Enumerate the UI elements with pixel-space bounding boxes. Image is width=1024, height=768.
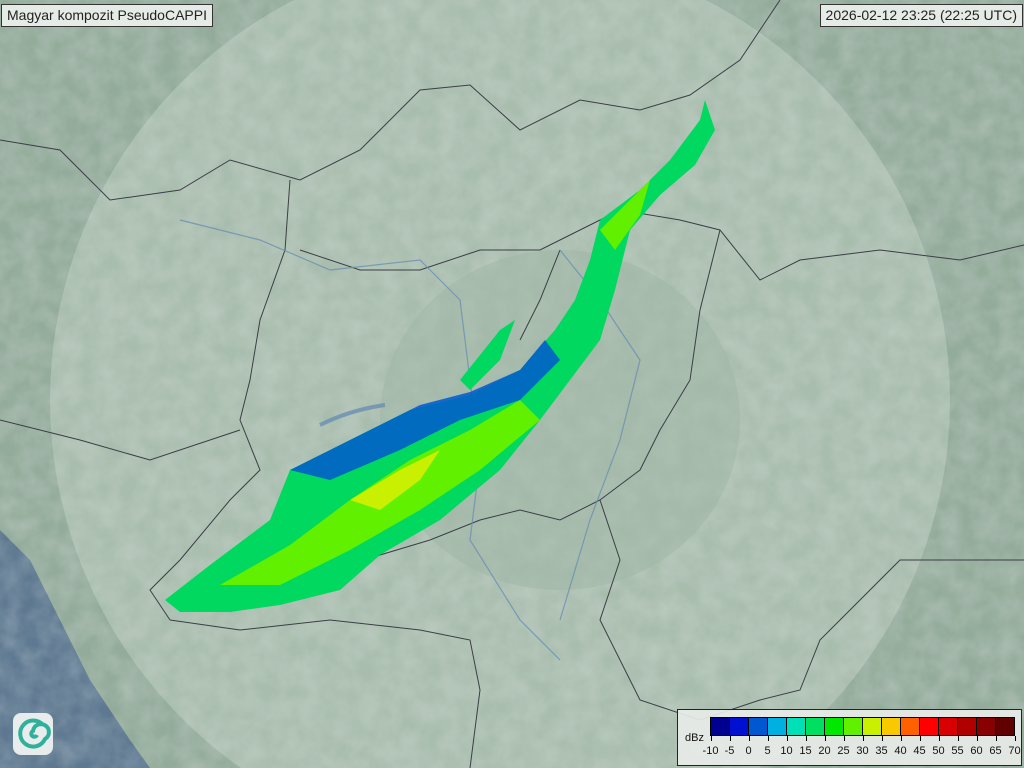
legend-tick-mark	[748, 736, 750, 741]
legend-swatch	[882, 718, 901, 735]
legend-swatch	[806, 718, 825, 735]
legend-tick-label: 25	[837, 745, 850, 757]
legend-tick-label: 65	[989, 745, 1002, 757]
legend-tick-mark	[805, 736, 807, 741]
precipitation-band	[165, 100, 715, 612]
legend-tick-mark	[710, 736, 712, 741]
legend-tick-mark	[824, 736, 826, 741]
legend-tick-label: 20	[818, 745, 831, 757]
legend-tick-label: 15	[799, 745, 812, 757]
legend-tick-mark	[729, 736, 731, 741]
swirl-logo-icon	[13, 713, 53, 755]
legend-swatch	[958, 718, 977, 735]
legend-tick-label: 45	[913, 745, 926, 757]
plain	[380, 250, 740, 590]
legend-tick-label: 60	[970, 745, 983, 757]
precip-heavy	[350, 450, 440, 510]
legend-tick-mark	[957, 736, 959, 741]
legend-unit: dBz	[685, 732, 704, 744]
legend-tick-label: -5	[724, 745, 735, 757]
legend-swatch	[711, 718, 730, 735]
dbz-legend: dBz -10 -5 0 5 10 15 20 25 30 35 40 45 50 55 60 65 70	[677, 709, 1022, 766]
legend-tick-mark	[843, 736, 845, 741]
legend-swatch	[730, 718, 749, 735]
legend-swatch	[844, 718, 863, 735]
precip-light	[165, 100, 715, 612]
legend-swatch	[977, 718, 996, 735]
legend-tick-mark	[862, 736, 864, 741]
precip-weak-edge	[290, 340, 560, 480]
legend-swatch	[863, 718, 882, 735]
product-title: Magyar kompozit PseudoCAPPI	[1, 4, 213, 27]
precip-north	[600, 180, 650, 250]
legend-tick-label: 35	[875, 745, 888, 757]
precip-blob	[460, 320, 515, 390]
legend-swatch	[939, 718, 958, 735]
legend-tick-label: -10	[702, 745, 719, 757]
legend-swatch	[825, 718, 844, 735]
legend-swatch	[787, 718, 806, 735]
legend-tick-mark	[1014, 736, 1016, 741]
legend-tick-label: 70	[1008, 745, 1021, 757]
legend-tick-mark	[900, 736, 902, 741]
legend-swatch	[920, 718, 939, 735]
timestamp-label: 2026-02-12 23:25 (22:25 UTC)	[819, 4, 1023, 27]
legend-tick-mark	[881, 736, 883, 741]
legend-tick-mark	[767, 736, 769, 741]
legend-tick-label: 30	[856, 745, 869, 757]
legend-tick-label: 55	[951, 745, 964, 757]
legend-tick-mark	[938, 736, 940, 741]
legend-tick-mark	[976, 736, 978, 741]
legend-tick-label: 50	[932, 745, 945, 757]
legend-tick-label: 10	[780, 745, 793, 757]
legend-tick-mark	[786, 736, 788, 741]
legend-tick-mark	[919, 736, 921, 741]
legend-swatch	[901, 718, 920, 735]
legend-tick-mark	[995, 736, 997, 741]
legend-tick-label: 5	[764, 745, 771, 757]
legend-swatch	[996, 718, 1014, 735]
legend-tick-label: 40	[894, 745, 907, 757]
legend-tick-label: 0	[745, 745, 752, 757]
legend-swatch	[749, 718, 768, 735]
legend-swatch	[768, 718, 787, 735]
legend-color-bar	[710, 717, 1015, 736]
